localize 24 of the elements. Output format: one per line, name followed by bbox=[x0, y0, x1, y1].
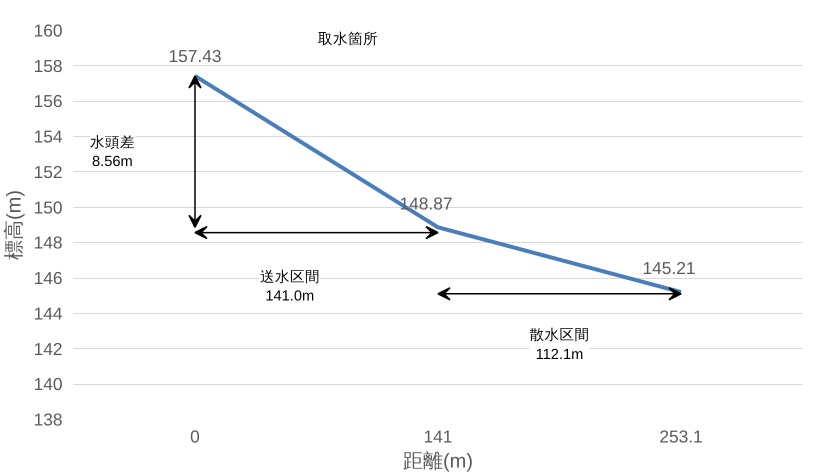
y-tick-label: 146 bbox=[34, 268, 63, 288]
y-tick-label: 148 bbox=[34, 232, 63, 253]
data-label: 145.21 bbox=[642, 258, 696, 278]
annotation: 取水箇所 bbox=[318, 30, 378, 48]
data-label: 148.87 bbox=[400, 193, 452, 214]
y-tick-label: 144 bbox=[34, 303, 63, 324]
y-tick-label: 150 bbox=[34, 197, 63, 218]
y-tick-label: 152 bbox=[34, 162, 63, 182]
x-tick-label: 253.1 bbox=[659, 426, 703, 446]
y-tick-label: 160 bbox=[34, 20, 63, 40]
annotation: 水頭差 8.56m bbox=[90, 134, 135, 170]
x-axis-title: 距離(m) bbox=[403, 450, 473, 472]
y-tick-label: 158 bbox=[34, 56, 63, 76]
y-axis-title: 標高(m) bbox=[2, 190, 26, 260]
x-tick-label: 0 bbox=[190, 426, 200, 446]
y-tick-label: 140 bbox=[34, 374, 63, 394]
y-tick-label: 154 bbox=[34, 126, 63, 147]
y-tick-label: 142 bbox=[34, 338, 63, 359]
x-tick-label: 141 bbox=[424, 426, 452, 446]
y-tick-label: 156 bbox=[34, 91, 63, 112]
y-tick-label: 138 bbox=[34, 410, 63, 430]
annotation: 散水区間 112.1m bbox=[530, 326, 590, 363]
data-label: 157.43 bbox=[168, 46, 222, 66]
annotation: 送水区間 141.0m bbox=[260, 268, 320, 304]
